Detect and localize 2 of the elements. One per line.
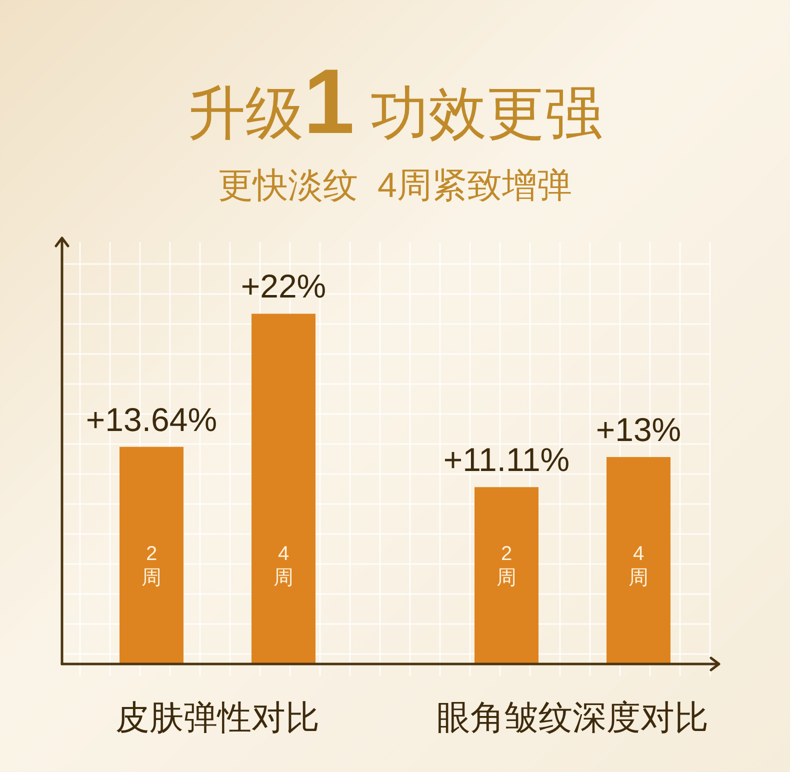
title: 升级1 功效更强: [187, 51, 603, 153]
subtitle: 更快淡纹 4周紧致增弹: [218, 166, 572, 205]
